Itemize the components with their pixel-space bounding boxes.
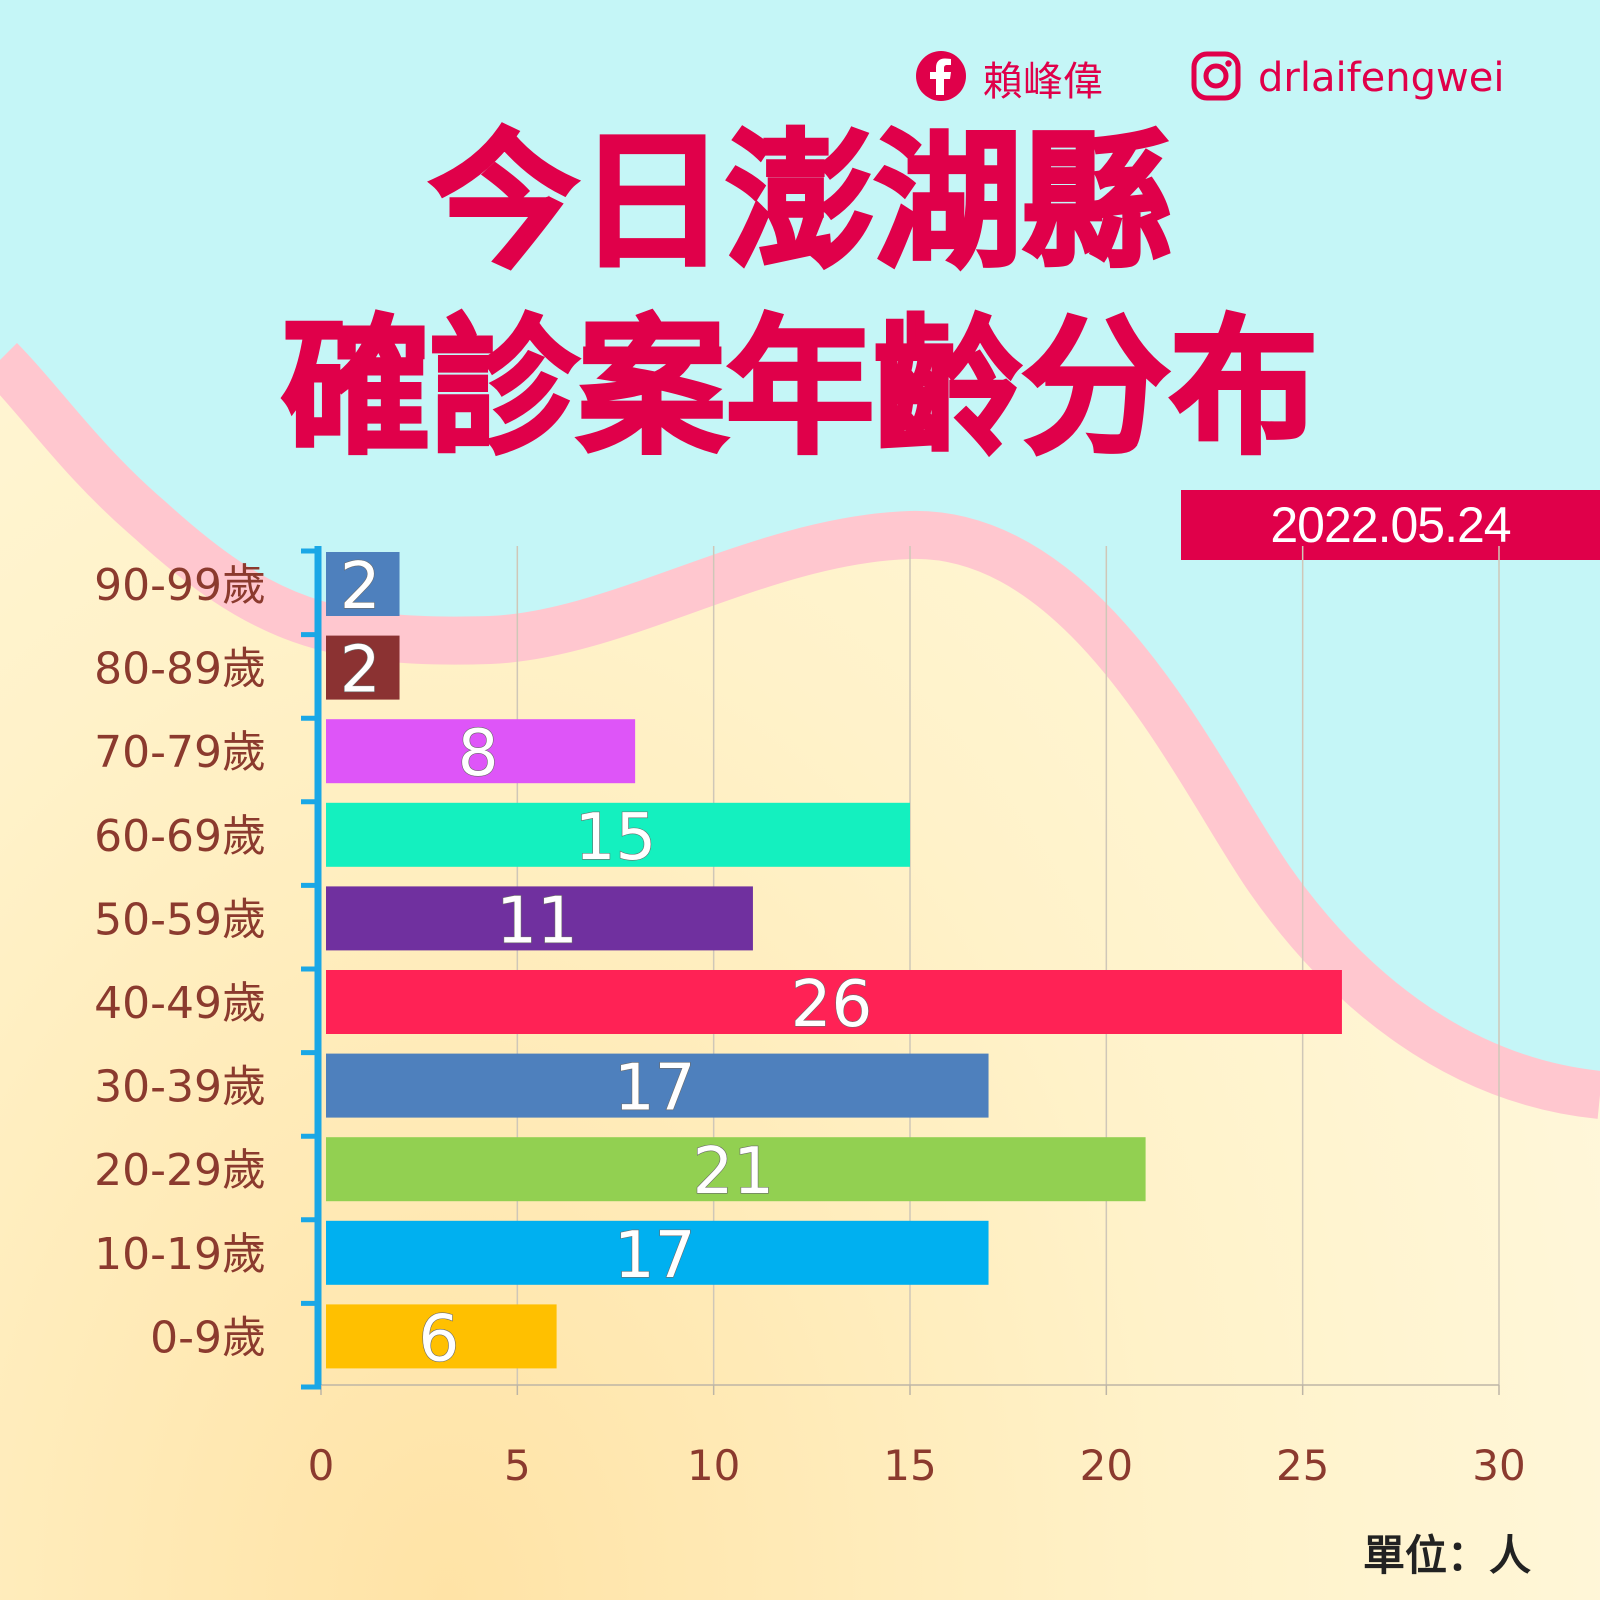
- category-label: 10-19歲: [94, 1229, 266, 1280]
- category-label: 70-79歲: [94, 727, 266, 778]
- bar-value-label: 21: [693, 1135, 774, 1209]
- facebook-credit: 賴峰偉: [915, 50, 1103, 106]
- instagram-credit: drlaifengwei: [1190, 50, 1504, 106]
- category-label: 50-59歲: [94, 894, 266, 945]
- facebook-icon: [915, 50, 967, 106]
- bar: [326, 1220, 989, 1285]
- x-tick-labels: 0 5 10 15 20 25 30: [308, 1441, 1526, 1490]
- facebook-name: 賴峰偉: [983, 59, 1103, 105]
- bar: [326, 802, 910, 867]
- x-tick-label: 5: [504, 1441, 531, 1490]
- x-tick-label: 15: [883, 1441, 936, 1490]
- x-tick-label: 0: [308, 1441, 335, 1490]
- y-axis: [301, 546, 322, 1390]
- bar-value-label: 15: [575, 801, 656, 875]
- bar-value-label: 11: [496, 884, 577, 958]
- bar-value-label: 2: [340, 634, 381, 708]
- page-title-line-2: 確診案年齡分布: [280, 302, 1320, 474]
- bar: [326, 635, 400, 700]
- bar: [326, 1137, 1146, 1202]
- category-label: 20-29歲: [94, 1145, 266, 1196]
- category-label: 80-89歲: [94, 644, 266, 695]
- bar-value-label: 17: [614, 1052, 695, 1126]
- category-label: 40-49歲: [94, 978, 266, 1029]
- data-labels: 2 2 8 15 11 26 17 21 17 6: [339, 549, 872, 1377]
- bar-value-label: 2: [340, 550, 381, 624]
- bar: [326, 970, 1342, 1034]
- instagram-handle: drlaifengwei: [1258, 55, 1505, 101]
- bar: [326, 1053, 989, 1118]
- instagram-icon: [1190, 50, 1242, 106]
- category-label: 60-69歲: [94, 811, 266, 862]
- bar-value-label: 26: [791, 968, 872, 1042]
- category-label: 0-9歲: [150, 1312, 266, 1363]
- category-label: 90-99歲: [94, 560, 266, 611]
- bar: [326, 719, 636, 784]
- x-tick-label: 20: [1080, 1441, 1133, 1490]
- bar: [326, 552, 400, 616]
- unit-label: 單位：人: [1363, 1531, 1532, 1580]
- bars: [326, 552, 1342, 1369]
- bar-value-label: 8: [458, 717, 499, 791]
- bar-value-label: 17: [614, 1219, 695, 1293]
- x-tick-label: 30: [1472, 1441, 1525, 1490]
- page-title-line-1: 今日澎湖縣: [428, 116, 1172, 288]
- x-tick-label: 25: [1276, 1441, 1329, 1490]
- bar: [326, 886, 753, 951]
- date-badge: 2022.05.24: [1181, 490, 1600, 560]
- category-labels: 90-99歲 80-89歲 70-79歲 60-69歲 50-59歲 40-49歲 30-3…: [94, 560, 266, 1363]
- category-label: 30-39歲: [94, 1062, 266, 1113]
- x-tick-label: 10: [687, 1441, 740, 1490]
- bar-value-label: 6: [418, 1302, 459, 1376]
- bar: [326, 1304, 557, 1369]
